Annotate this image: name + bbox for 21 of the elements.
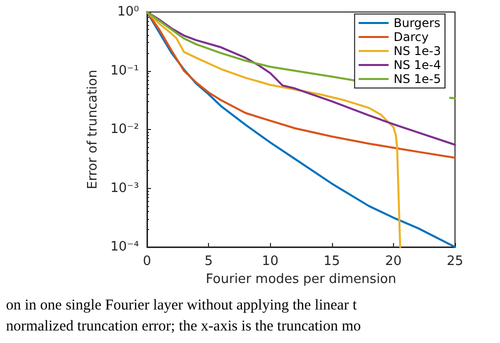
x-tick-label: 25 (446, 254, 464, 269)
legend-label: NS 1e-4 (394, 58, 441, 72)
y-axis-title: Error of truncation (85, 70, 100, 190)
y-tick-label: 10⁻² (110, 122, 139, 137)
x-tick-label: 20 (385, 254, 402, 269)
y-tick-label: 10⁻³ (110, 180, 139, 196)
legend-label: Burgers (394, 16, 440, 30)
x-tick-label: 10 (262, 254, 278, 269)
x-tick-label: 0 (142, 254, 152, 269)
legend-label: Darcy (394, 30, 429, 44)
text: on in one single Fourier layer without applying the linear t (6, 298, 358, 314)
line-series (146, 11, 456, 248)
y-tick-label: 10⁻⁴ (110, 240, 139, 254)
legend-label: NS 1e-3 (394, 44, 441, 58)
text: normalized truncation error; the x-axis is the truncation mo (6, 318, 361, 334)
x-tick-label: 15 (324, 254, 340, 269)
legend-label: NS 1e-5 (394, 72, 441, 86)
x-axis-title: Fourier modes per dimension (206, 272, 396, 287)
x-tick-label: 5 (204, 254, 213, 269)
y-tick-label: 10⁻¹ (110, 63, 139, 78)
y-tick-label: 10⁰ (117, 4, 139, 20)
